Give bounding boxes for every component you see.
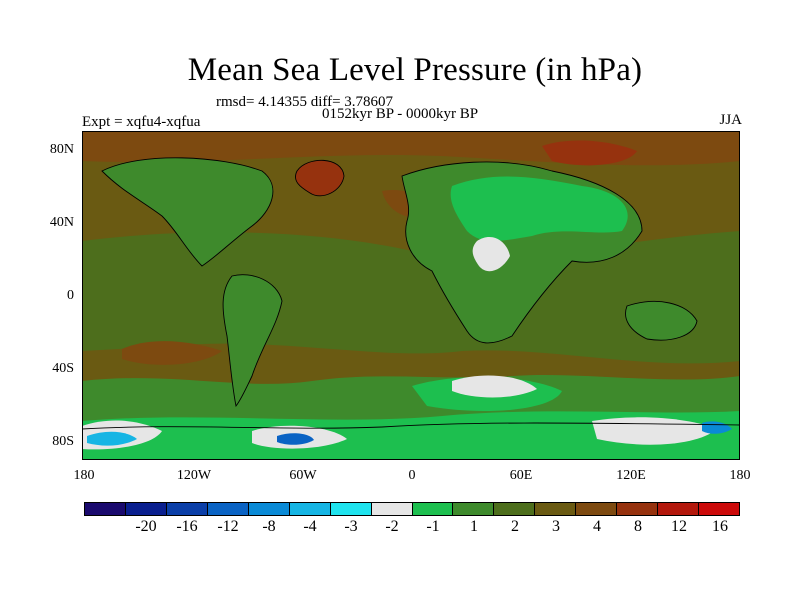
arabia-near-zero bbox=[472, 236, 510, 272]
colorbar-swatch bbox=[371, 503, 413, 515]
y-tick-label: 80S bbox=[52, 434, 74, 449]
colorbar-label: -20 bbox=[135, 518, 157, 535]
colorbar-swatch bbox=[166, 503, 208, 515]
x-tick-label: 180 bbox=[73, 468, 95, 483]
greenland-high bbox=[295, 160, 344, 196]
colorbar-label: -8 bbox=[262, 518, 276, 535]
colorbar-swatch bbox=[617, 503, 659, 515]
colorbar-swatch bbox=[535, 503, 577, 515]
colorbar-label: -16 bbox=[176, 518, 198, 535]
colorbar-label: 8 bbox=[634, 518, 642, 535]
colorbar-swatch bbox=[576, 503, 618, 515]
south-pacific-high bbox=[122, 341, 222, 365]
colorbar-swatch bbox=[699, 503, 739, 515]
y-tick-label: 40S bbox=[52, 361, 74, 376]
antarctic-low-mid bbox=[277, 433, 314, 445]
colorbar-swatch bbox=[85, 503, 126, 515]
north-america bbox=[102, 157, 273, 266]
x-tick-label: 60W bbox=[289, 468, 317, 483]
x-tick-label: 120E bbox=[616, 468, 646, 483]
colorbar-label: -4 bbox=[303, 518, 317, 535]
y-tick-label: 40N bbox=[49, 215, 74, 230]
colorbar bbox=[84, 502, 740, 516]
season-label: JJA bbox=[719, 112, 742, 128]
south-atlantic-near-zero bbox=[452, 375, 537, 398]
x-tick-label: 180 bbox=[729, 468, 751, 483]
colorbar-label: 2 bbox=[511, 518, 519, 535]
x-tick-label: 60E bbox=[509, 468, 533, 483]
experiment-label: Expt = xqfu4-xqfua bbox=[82, 114, 201, 130]
colorbar-label: -2 bbox=[385, 518, 399, 535]
colorbar-label: 3 bbox=[552, 518, 560, 535]
antarctic-low-west bbox=[87, 431, 137, 446]
stats-text: rmsd= 4.14355 diff= 3.78607 bbox=[216, 94, 394, 110]
australia bbox=[625, 301, 697, 341]
y-tick-label: 0 bbox=[67, 288, 74, 303]
colorbar-swatch bbox=[248, 503, 290, 515]
x-tick-label: 120W bbox=[176, 468, 212, 483]
south-america bbox=[223, 274, 282, 406]
colorbar-swatch bbox=[494, 503, 536, 515]
colorbar-label: -1 bbox=[426, 518, 440, 535]
colorbar-swatch bbox=[412, 503, 454, 515]
map-border bbox=[82, 131, 740, 460]
colorbar-swatch bbox=[125, 503, 167, 515]
x-tick-label: 0 bbox=[408, 468, 416, 483]
period-text: 0152kyr BP - 0000kyr BP bbox=[322, 106, 479, 122]
colorbar-label: -12 bbox=[217, 518, 239, 535]
colorbar-label: -3 bbox=[344, 518, 358, 535]
map-title: Mean Sea Level Pressure (in hPa) bbox=[187, 52, 643, 88]
pressure-anomaly-map bbox=[82, 131, 740, 460]
colorbar-label: 1 bbox=[470, 518, 478, 535]
coastlines bbox=[82, 157, 740, 430]
colorbar-label: 4 bbox=[593, 518, 601, 535]
colorbar-label: 12 bbox=[671, 518, 687, 535]
colorbar-swatch bbox=[289, 503, 331, 515]
y-tick-label: 80N bbox=[49, 142, 74, 157]
colorbar-swatch bbox=[207, 503, 249, 515]
asia-light-green bbox=[450, 176, 628, 241]
colorbar-swatch bbox=[330, 503, 372, 515]
colorbar-swatch bbox=[658, 503, 700, 515]
colorbar-label: 16 bbox=[712, 518, 728, 535]
colorbar-swatch bbox=[453, 503, 495, 515]
siberia-high bbox=[542, 140, 637, 166]
